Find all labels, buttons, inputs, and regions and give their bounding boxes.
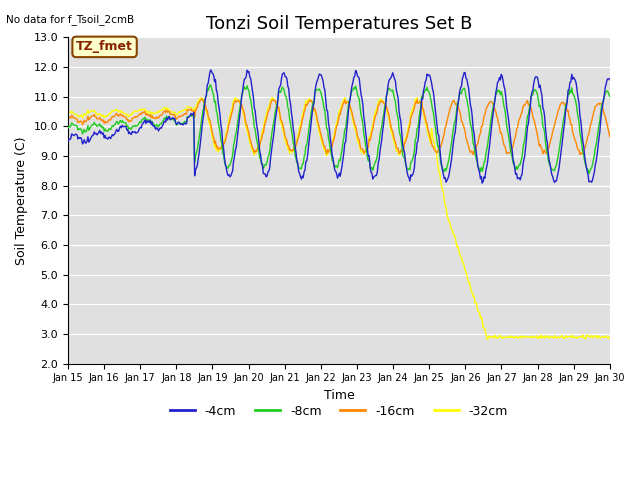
-8cm: [385, 86, 392, 92]
-32cm: [204, 110, 211, 116]
X-axis label: Time: Time: [323, 389, 355, 402]
-32cm: [427, 141, 435, 147]
-8cm: [206, 82, 214, 88]
-16cm: [385, 109, 392, 115]
-4cm: [64, 139, 72, 144]
-8cm: [160, 116, 168, 121]
-8cm: [64, 125, 72, 131]
-16cm: [427, 137, 435, 143]
-4cm: [310, 100, 318, 106]
-16cm: [310, 107, 318, 113]
-8cm: [310, 99, 318, 105]
-8cm: [473, 158, 481, 164]
-4cm: [207, 67, 215, 73]
-4cm: [606, 77, 614, 83]
Text: TZ_fmet: TZ_fmet: [76, 40, 133, 53]
-16cm: [474, 141, 481, 146]
Line: -32cm: -32cm: [68, 97, 610, 339]
-32cm: [310, 108, 318, 114]
Y-axis label: Soil Temperature (C): Soil Temperature (C): [15, 136, 28, 265]
Title: Tonzi Soil Temperatures Set B: Tonzi Soil Temperatures Set B: [205, 15, 472, 33]
-32cm: [385, 112, 392, 118]
Line: -16cm: -16cm: [68, 99, 610, 155]
-8cm: [427, 96, 435, 102]
-32cm: [269, 95, 276, 100]
-16cm: [204, 114, 212, 120]
-32cm: [473, 301, 481, 307]
-16cm: [469, 152, 477, 157]
-4cm: [473, 153, 481, 159]
-16cm: [160, 108, 168, 114]
-4cm: [204, 82, 211, 87]
-8cm: [606, 94, 614, 99]
-32cm: [606, 336, 614, 341]
-16cm: [198, 96, 205, 102]
-32cm: [64, 109, 72, 115]
-4cm: [427, 76, 435, 82]
-8cm: [585, 171, 593, 177]
-4cm: [160, 119, 168, 125]
-32cm: [484, 336, 492, 342]
-16cm: [606, 134, 614, 140]
-16cm: [64, 115, 72, 121]
-4cm: [385, 82, 392, 87]
-8cm: [204, 86, 211, 92]
Line: -8cm: -8cm: [68, 85, 610, 174]
-32cm: [160, 105, 168, 111]
Legend: -4cm, -8cm, -16cm, -32cm: -4cm, -8cm, -16cm, -32cm: [165, 400, 513, 423]
Text: No data for f_Tsoil_2cmB: No data for f_Tsoil_2cmB: [6, 14, 134, 25]
Line: -4cm: -4cm: [68, 70, 610, 183]
-4cm: [478, 180, 486, 186]
